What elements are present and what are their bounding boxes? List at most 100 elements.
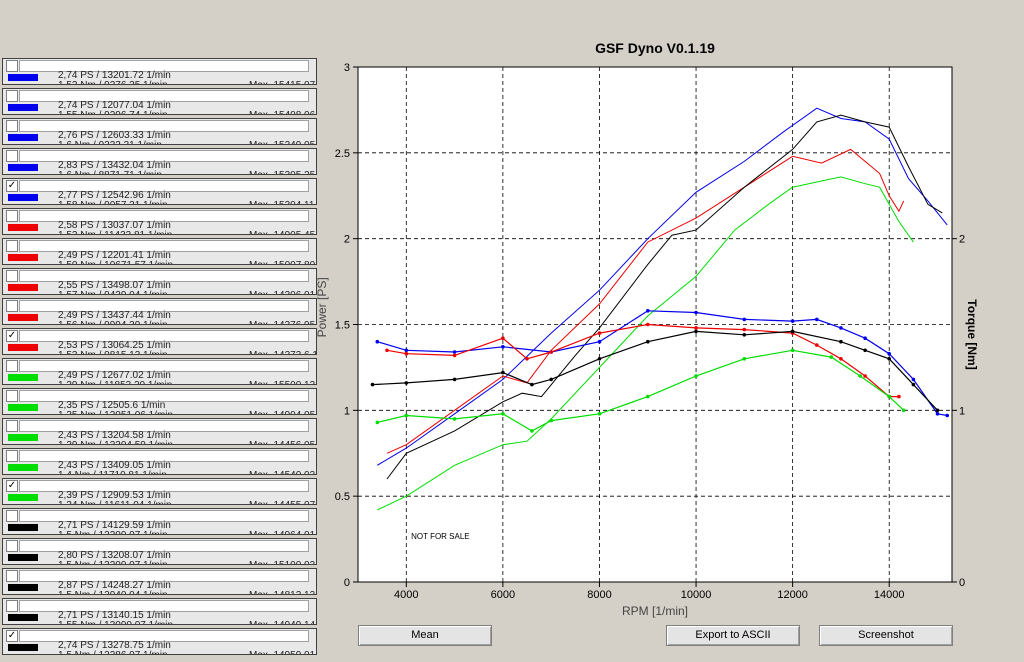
y-tick-label: 2 [344, 234, 350, 246]
run-name-field[interactable] [19, 360, 309, 372]
torque-point [858, 374, 862, 378]
run-name-field[interactable] [19, 450, 309, 462]
run-item[interactable]: 2,76 PS / 12603.33 1/min1,6 Nm / 9232.31… [2, 118, 317, 145]
run-name-field[interactable] [19, 240, 309, 252]
run-item[interactable]: ✓ 2,74 PS / 13278.75 1/min1,5 Nm / 13286.… [2, 628, 317, 655]
power-curve [377, 107, 948, 466]
run-checkbox[interactable] [6, 360, 18, 372]
run-item[interactable]: 2,83 PS / 13432.04 1/min1,6 Nm / 8871.71… [2, 148, 317, 175]
run-item[interactable]: 2,35 PS / 12505.6 1/min1,35 Nm / 12051.0… [2, 388, 317, 415]
run-item[interactable]: 2,43 PS / 13204.58 1/min1,39 Nm / 12304.… [2, 418, 317, 445]
run-checkbox[interactable] [6, 420, 18, 432]
run-name-field[interactable] [19, 300, 309, 312]
run-name-field[interactable] [19, 390, 309, 402]
run-name-field[interactable] [19, 270, 309, 282]
run-checkbox[interactable] [6, 450, 18, 462]
run-name-field[interactable] [19, 630, 309, 642]
y-tick-label: 1 [344, 405, 350, 417]
run-name-field[interactable] [19, 150, 309, 162]
run-color-swatch [8, 164, 38, 171]
run-name-field[interactable] [19, 90, 309, 102]
torque-point [530, 429, 534, 433]
run-item[interactable]: 2,74 PS / 12077.04 1/min1,55 Nm / 9296.7… [2, 88, 317, 115]
run-peak-power: 2,74 PS / 13201.72 1/min [58, 70, 171, 81]
y-tick-label: 1.5 [335, 320, 350, 332]
run-checkbox[interactable] [6, 270, 18, 282]
run-peak-torque: 1,39 Nm / 11853.20 1/min [58, 380, 172, 384]
run-peak-power: 2,35 PS / 12505.6 1/min [58, 400, 166, 411]
run-peak-torque: 1,5 Nm / 13286.07 1/min [58, 650, 168, 654]
torque-point [404, 351, 409, 356]
run-checkbox[interactable] [6, 600, 18, 612]
torque-point [839, 339, 843, 344]
run-item[interactable]: 2,87 PS / 14248.27 1/min1,5 Nm / 12940.0… [2, 568, 317, 595]
run-name-field[interactable] [19, 420, 309, 432]
run-peak-torque: 1,52 Nm / 11433.81 1/min [58, 230, 172, 234]
run-item[interactable]: 2,49 PS / 12677.02 1/min1,39 Nm / 11853.… [2, 358, 317, 385]
run-max-rpm: Max. 15408.06 1/min [249, 110, 316, 114]
mean-button[interactable]: Mean [358, 625, 492, 646]
run-checkbox[interactable] [6, 300, 18, 312]
run-item[interactable]: 2,74 PS / 13201.72 1/min1,52 Nm / 9276.2… [2, 58, 317, 85]
run-checkbox[interactable]: ✓ [6, 180, 18, 192]
run-color-swatch [8, 494, 38, 501]
run-name-field[interactable] [19, 180, 309, 192]
run-checkbox[interactable] [6, 90, 18, 102]
run-checkbox[interactable]: ✓ [6, 630, 18, 642]
torque-point [887, 357, 891, 361]
run-item[interactable]: ✓ 2,77 PS / 12542.96 1/min1,58 Nm / 9057.… [2, 178, 317, 205]
run-checkbox[interactable] [6, 240, 18, 252]
run-item[interactable]: 2,55 PS / 13498.07 1/min1,57 Nm / 9439.0… [2, 268, 317, 295]
export-ascii-button[interactable]: Export to ASCII [666, 625, 800, 646]
run-color-swatch [8, 194, 38, 201]
run-peak-torque: 1,39 Nm / 12304.59 1/min [58, 440, 173, 444]
run-name-field[interactable] [19, 330, 309, 342]
torque-point [404, 381, 409, 385]
run-peak-power: 2,83 PS / 13432.04 1/min [58, 160, 171, 171]
run-max-rpm: Max. 14964.01 1/min [249, 530, 316, 534]
run-max-rpm: Max. 15100.03 1/min [249, 560, 316, 564]
run-peak-power: 2,80 PS / 13208.07 1/min [58, 550, 171, 561]
torque-point [597, 357, 602, 361]
run-name-field[interactable] [19, 120, 309, 132]
y2-axis-label: Torque [Nm] [965, 299, 979, 369]
torque-point [742, 333, 747, 337]
run-item[interactable]: 2,58 PS / 13037.07 1/min1,52 Nm / 11433.… [2, 208, 317, 235]
run-max-rpm: Max. 14456.05 1/min [249, 440, 316, 444]
torque-point [911, 377, 916, 382]
run-item[interactable]: 2,43 PS / 13409.05 1/min1,4 Nm / 11710.8… [2, 448, 317, 475]
torque-curve [372, 330, 938, 411]
run-checkbox[interactable] [6, 510, 18, 522]
run-color-swatch [8, 104, 38, 111]
run-checkbox[interactable] [6, 120, 18, 132]
run-checkbox[interactable] [6, 570, 18, 582]
run-item[interactable]: 2,49 PS / 13437.44 1/min1,56 Nm / 9994.3… [2, 298, 317, 325]
run-checkbox[interactable]: ✓ [6, 480, 18, 492]
run-name-field[interactable] [19, 480, 309, 492]
run-checkbox[interactable] [6, 210, 18, 222]
run-name-field[interactable] [19, 540, 309, 552]
run-color-swatch [8, 404, 38, 411]
run-name-field[interactable] [19, 210, 309, 222]
run-item[interactable]: ✓ 2,39 PS / 12909.53 1/min1,34 Nm / 11611… [2, 478, 317, 505]
run-item[interactable]: 2,80 PS / 13208.07 1/min1,5 Nm / 13209.0… [2, 538, 317, 565]
run-checkbox[interactable] [6, 60, 18, 72]
run-name-field[interactable] [19, 60, 309, 72]
run-name-field[interactable] [19, 570, 309, 582]
run-checkbox[interactable] [6, 540, 18, 552]
run-item[interactable]: 2,49 PS / 12201.41 1/min1,50 Nm / 10671.… [2, 238, 317, 265]
run-peak-torque: 1,35 Nm / 12051.06 1/min [58, 410, 173, 414]
run-max-rpm: Max. 14959.01 1/min [249, 650, 316, 654]
run-name-field[interactable] [19, 510, 309, 522]
run-checkbox[interactable] [6, 390, 18, 402]
screenshot-button[interactable]: Screenshot [819, 625, 953, 646]
run-item[interactable]: ✓ 2,53 PS / 13064.25 1/min1,53 Nm / 9815.… [2, 328, 317, 355]
run-checkbox[interactable] [6, 150, 18, 162]
run-item[interactable]: 2,71 PS / 14129.59 1/min1,5 Nm / 13209.0… [2, 508, 317, 535]
run-item[interactable]: 2,71 PS / 13140.15 1/min1,55 Nm / 13090.… [2, 598, 317, 625]
torque-point [911, 382, 916, 387]
run-name-field[interactable] [19, 600, 309, 612]
torque-point [646, 309, 650, 313]
run-checkbox[interactable]: ✓ [6, 330, 18, 342]
run-peak-torque: 1,4 Nm / 11710.81 1/min [58, 470, 167, 474]
